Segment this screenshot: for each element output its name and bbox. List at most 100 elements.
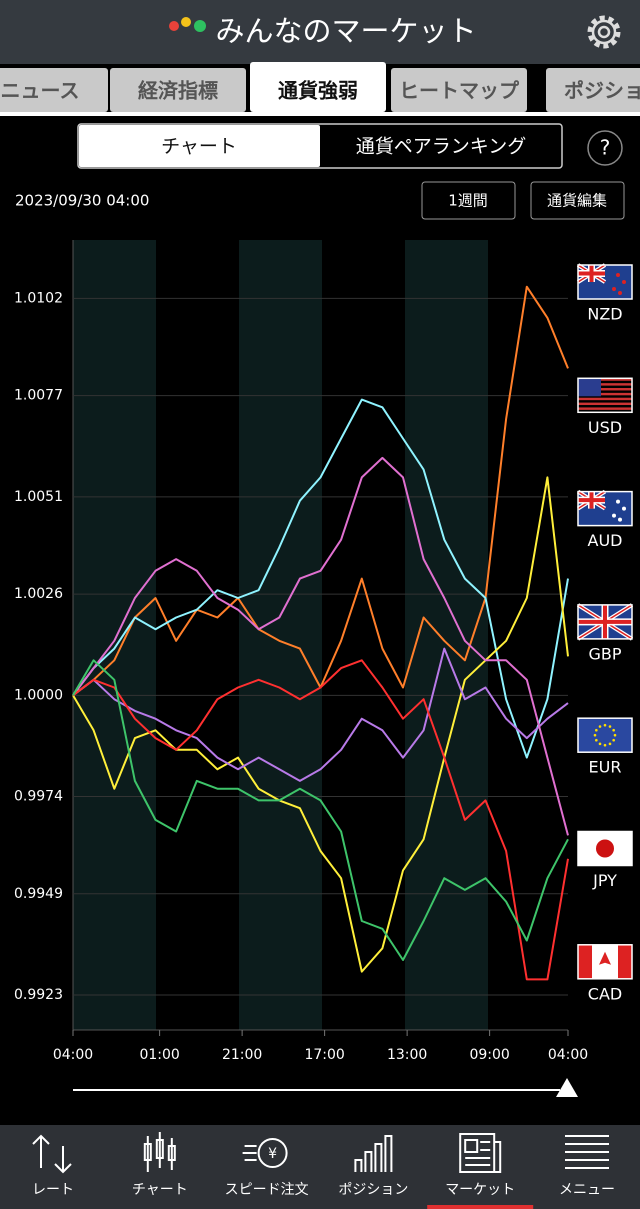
series-line xyxy=(72,659,569,961)
nav-icon xyxy=(459,1133,502,1173)
flag-part xyxy=(578,388,632,391)
flag-part xyxy=(578,619,632,624)
timestamp: 2023/09/30 04:00 xyxy=(15,192,149,210)
tab-bar: ニュース 経済指標 通貨強弱 ヒートマップ ポジション xyxy=(0,62,640,112)
nav-item[interactable]: ポジション xyxy=(338,1135,408,1198)
edit-button[interactable] xyxy=(530,181,625,220)
flag-part xyxy=(578,498,605,503)
series-line xyxy=(72,647,569,782)
gear-ring xyxy=(591,19,617,45)
flag-part xyxy=(578,383,632,386)
legend-item[interactable]: USD xyxy=(577,377,633,437)
flag-part xyxy=(578,397,632,401)
flag-part xyxy=(622,280,626,284)
button-label: 通貨編集 xyxy=(547,192,607,210)
x-tick-label: 21:00 xyxy=(222,1047,262,1063)
gear-hub xyxy=(597,25,611,39)
flag-part xyxy=(612,287,616,291)
flag-part xyxy=(618,517,622,522)
flag-part xyxy=(596,839,614,858)
flag-part xyxy=(578,718,632,753)
segment-label: チャート xyxy=(161,136,237,158)
nav-icon xyxy=(32,1134,72,1174)
flag-part xyxy=(598,742,602,746)
settings-icon[interactable] xyxy=(587,15,621,49)
range-slider-handle[interactable] xyxy=(556,1078,578,1097)
flag-part xyxy=(618,944,632,979)
legend-label: GBP xyxy=(588,644,621,663)
flag-part xyxy=(613,733,617,737)
flag-border xyxy=(577,830,633,867)
nav-active-indicator xyxy=(427,1205,534,1209)
flag-part xyxy=(622,506,626,511)
legend-label: EUR xyxy=(589,758,622,777)
x-tick-label: 09:00 xyxy=(469,1047,509,1063)
y-tick-label: 1.0000 xyxy=(14,687,63,703)
legend-label: CAD xyxy=(588,984,622,1003)
help-button[interactable] xyxy=(587,130,623,166)
nav-icon xyxy=(143,1132,176,1172)
nav-bar xyxy=(0,1125,640,1209)
legend-item[interactable]: JPY xyxy=(577,830,633,891)
nav-label: スピード注文 xyxy=(225,1182,309,1198)
tab[interactable] xyxy=(391,68,527,112)
y-tick-label: 1.0077 xyxy=(14,388,63,404)
nav-label: マーケット xyxy=(445,1182,515,1198)
flag-part xyxy=(578,378,632,381)
nav-item[interactable]: マーケット xyxy=(427,1133,534,1209)
nav-item[interactable]: メニュー xyxy=(559,1135,615,1198)
segment-label[interactable]: 通貨ペアランキング xyxy=(356,136,526,158)
legend-item[interactable]: GBP xyxy=(576,603,634,664)
period-button[interactable] xyxy=(421,181,516,220)
segment-active[interactable] xyxy=(79,125,320,167)
tab[interactable] xyxy=(0,68,108,112)
legend-label: USD xyxy=(588,418,622,437)
series-line xyxy=(72,456,569,836)
y-tick-label: 0.9949 xyxy=(14,886,63,902)
flag-border xyxy=(577,717,633,753)
logo-dot xyxy=(194,20,206,32)
legend-item[interactable]: CAD xyxy=(577,944,633,1004)
flag-part xyxy=(578,392,632,396)
nav-icon-glyph: ¥ xyxy=(268,1146,277,1162)
flag-part xyxy=(603,723,607,727)
tab-label: 経済指標 xyxy=(138,79,218,103)
flag-border xyxy=(577,604,633,640)
flag-part xyxy=(603,743,607,747)
tab[interactable] xyxy=(250,62,386,112)
flag-border xyxy=(577,264,633,300)
time-band xyxy=(239,240,322,1030)
x-tick-label: 04:00 xyxy=(53,1047,93,1063)
nav-items: レート チャート ¥ スピード注文 ポジション マーケット メニュー xyxy=(32,1132,615,1209)
legend-item[interactable]: NZD xyxy=(576,263,633,324)
gear xyxy=(587,15,621,49)
nav-item[interactable]: レート xyxy=(32,1134,74,1198)
flag-part xyxy=(599,951,611,965)
flag-part xyxy=(598,725,602,728)
flag-part xyxy=(616,273,620,277)
tab-underline xyxy=(0,112,640,116)
time-band xyxy=(73,240,156,1030)
nav-item[interactable]: チャート xyxy=(132,1132,188,1198)
logo-dot xyxy=(169,21,179,31)
app-title: みんなのマーケット xyxy=(215,14,476,48)
legend-item[interactable]: EUR xyxy=(577,717,633,777)
legend-label: AUD xyxy=(588,531,623,550)
tab[interactable] xyxy=(110,68,246,112)
series-line xyxy=(72,398,569,759)
flag-part xyxy=(616,499,620,504)
flag-part xyxy=(593,733,597,737)
series-line xyxy=(72,659,569,981)
header-bar xyxy=(0,0,640,64)
y-tick-label: 0.9923 xyxy=(14,987,63,1003)
flag-part xyxy=(578,378,601,397)
flag-part xyxy=(578,402,632,406)
legend-item[interactable]: AUD xyxy=(576,489,633,550)
nav-item[interactable]: ¥ スピード注文 xyxy=(225,1138,309,1198)
nav-icon xyxy=(242,1138,288,1168)
nav-icon xyxy=(354,1135,393,1172)
nav-icon xyxy=(565,1135,609,1169)
flag-part xyxy=(612,738,615,742)
tab[interactable] xyxy=(546,68,640,112)
